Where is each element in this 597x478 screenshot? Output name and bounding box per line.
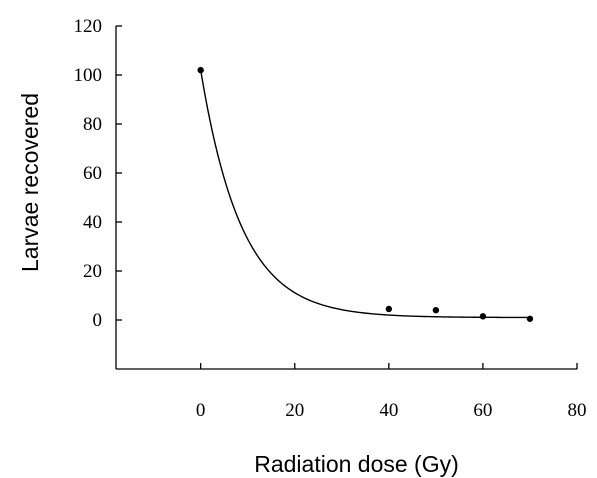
data-point bbox=[432, 307, 440, 314]
data-points bbox=[197, 66, 534, 322]
plot-area: 0 20 40 60 80 100 120 0 20 40 60 80 bbox=[74, 16, 587, 421]
y-tick-label: 80 bbox=[83, 114, 102, 135]
data-point bbox=[197, 66, 204, 74]
y-tick-label: 120 bbox=[74, 16, 103, 37]
fit-curve bbox=[199, 69, 530, 319]
y-axis-ticks: 0 20 40 60 80 100 120 bbox=[74, 16, 122, 331]
y-tick-label: 100 bbox=[74, 65, 103, 86]
x-tick-label: 40 bbox=[379, 400, 398, 421]
data-point bbox=[385, 305, 393, 313]
x-axis-ticks: 0 20 40 60 80 bbox=[196, 363, 587, 421]
data-point bbox=[479, 313, 487, 320]
x-tick-label: 60 bbox=[473, 400, 492, 421]
x-tick-label: 0 bbox=[196, 400, 206, 421]
y-tick-label: 20 bbox=[83, 261, 102, 282]
y-tick-label: 60 bbox=[83, 163, 102, 184]
y-tick-label: 40 bbox=[83, 212, 102, 233]
x-tick-label: 20 bbox=[285, 400, 304, 421]
data-point bbox=[526, 315, 534, 322]
x-tick-label: 80 bbox=[568, 400, 587, 421]
y-axis-title: Larvae recovered bbox=[17, 93, 43, 272]
x-axis-title: Radiation dose (Gy) bbox=[254, 451, 459, 477]
y-tick-label: 0 bbox=[93, 310, 103, 331]
